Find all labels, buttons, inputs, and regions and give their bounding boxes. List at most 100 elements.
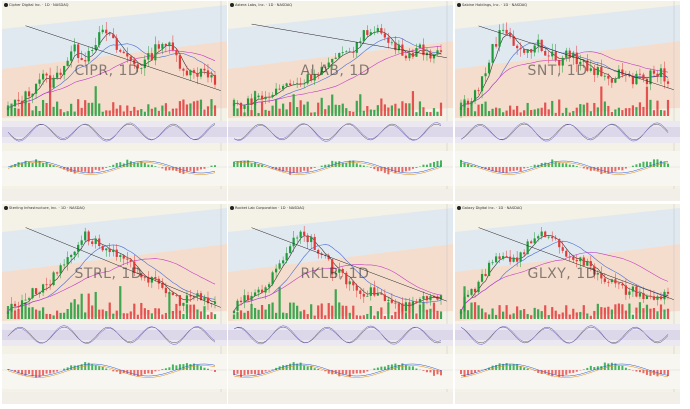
macd-bar bbox=[77, 167, 80, 172]
trend-line bbox=[25, 25, 222, 91]
macd-bar bbox=[436, 370, 439, 375]
volume-bar bbox=[232, 314, 236, 319]
candle bbox=[603, 73, 606, 81]
macd-bar bbox=[596, 366, 599, 370]
volume-bar bbox=[320, 97, 323, 116]
macd-bar bbox=[554, 161, 557, 167]
chart-watermark: STRL, 1D bbox=[74, 266, 143, 282]
chart-panel-strl[interactable]: Sterling Infrastructure, Inc. · 1D · NAS… bbox=[2, 204, 227, 404]
rsi-signal-line bbox=[7, 122, 216, 142]
candle bbox=[115, 244, 118, 261]
candle bbox=[73, 38, 76, 55]
candle bbox=[418, 297, 422, 309]
volume-bar bbox=[362, 110, 365, 116]
candle bbox=[94, 235, 97, 249]
volume-bar bbox=[466, 310, 470, 319]
volume-bar bbox=[129, 110, 132, 116]
candle bbox=[659, 64, 663, 85]
chart-panel-glxy[interactable]: Galaxy Digital Inc. · 1D · NASDAQ GLXY, 1… bbox=[455, 204, 680, 404]
candle bbox=[530, 48, 533, 59]
volume-bar bbox=[544, 305, 547, 319]
candle bbox=[533, 44, 536, 57]
candle bbox=[203, 294, 206, 306]
candle bbox=[614, 76, 617, 84]
candle bbox=[210, 71, 213, 83]
chart-panel-alab[interactable]: Astera Labs, Inc. · 1D · NASDAQ ALAB, 1D bbox=[228, 1, 453, 201]
volume-bar bbox=[267, 304, 271, 319]
candle bbox=[13, 300, 17, 313]
rsi-signal-line bbox=[233, 325, 442, 345]
candle bbox=[6, 311, 10, 315]
volume-bar bbox=[505, 305, 508, 319]
macd-bar bbox=[254, 162, 257, 167]
candle bbox=[246, 95, 250, 112]
candle bbox=[143, 274, 146, 282]
macd-bar bbox=[278, 167, 281, 171]
candle bbox=[484, 67, 487, 83]
chart-panel-snt[interactable]: Sabine Holdings, Inc. · 1D · NASDAQ SNT, … bbox=[455, 1, 680, 201]
candle bbox=[463, 95, 466, 114]
volume-bar bbox=[473, 302, 477, 319]
volume-bar bbox=[327, 303, 330, 319]
macd-bar bbox=[561, 163, 564, 167]
volume-bar bbox=[387, 107, 390, 116]
candle bbox=[600, 266, 603, 284]
candle bbox=[355, 41, 358, 58]
symbol-logo-icon bbox=[4, 3, 8, 7]
candle bbox=[6, 101, 10, 117]
volume-bar bbox=[355, 100, 358, 116]
macd-bar bbox=[257, 370, 260, 375]
volume-bar bbox=[649, 308, 652, 319]
volume-bar bbox=[635, 107, 638, 116]
volume-bar bbox=[59, 312, 62, 319]
candle bbox=[213, 296, 217, 309]
macd-bar bbox=[168, 167, 171, 171]
volume-bar bbox=[575, 312, 578, 319]
macd-bar bbox=[52, 370, 55, 373]
candle bbox=[189, 69, 192, 81]
macd-bar bbox=[373, 368, 376, 370]
macd-bar bbox=[440, 160, 442, 167]
volume-bar bbox=[502, 112, 505, 116]
macd-bar bbox=[509, 364, 512, 370]
volume-bar bbox=[642, 106, 645, 116]
macd-bar bbox=[519, 366, 522, 370]
candle bbox=[199, 68, 203, 80]
chart-panel-cipr[interactable]: Cipher Digital Inc. · 1D · NASDAQ CIPR, 1… bbox=[2, 1, 227, 201]
candle bbox=[56, 65, 59, 80]
macd-bar bbox=[185, 167, 188, 172]
chart-panel-rklb[interactable]: Rocket Lab Corporation · 1D · NASDAQ RKLB… bbox=[228, 204, 453, 404]
candle bbox=[645, 76, 649, 87]
volume-bar bbox=[52, 315, 55, 319]
volume-bar bbox=[480, 103, 484, 116]
macd-bar bbox=[642, 161, 645, 167]
volume-bar bbox=[638, 302, 642, 319]
candle bbox=[352, 281, 355, 291]
candle bbox=[387, 297, 390, 304]
volume-bar bbox=[260, 101, 264, 116]
volume-bar bbox=[519, 310, 522, 319]
macd-bar bbox=[463, 162, 466, 167]
volume-bar bbox=[49, 84, 52, 116]
macd-bar bbox=[380, 366, 383, 370]
macd-bar bbox=[21, 370, 24, 375]
candle bbox=[253, 92, 257, 111]
candle bbox=[239, 296, 243, 306]
candle bbox=[484, 268, 487, 277]
symbol-title: Sterling Infrastructure, Inc. · 1D · NAS… bbox=[9, 206, 85, 210]
chart-watermark: SNT, 1D bbox=[527, 63, 588, 79]
volume-bar bbox=[635, 307, 638, 319]
candle bbox=[530, 239, 533, 244]
macd-bar bbox=[140, 370, 143, 376]
volume-bar bbox=[473, 111, 477, 116]
macd-bar bbox=[63, 368, 66, 370]
macd-bar bbox=[164, 167, 167, 171]
candle bbox=[642, 72, 645, 83]
volume-bar bbox=[80, 107, 83, 116]
volume-bar bbox=[362, 315, 365, 319]
volume-bar bbox=[415, 112, 418, 116]
macd-bar bbox=[628, 369, 631, 370]
macd-bar bbox=[642, 370, 645, 374]
volume-bar bbox=[189, 103, 192, 116]
candle bbox=[512, 30, 515, 46]
